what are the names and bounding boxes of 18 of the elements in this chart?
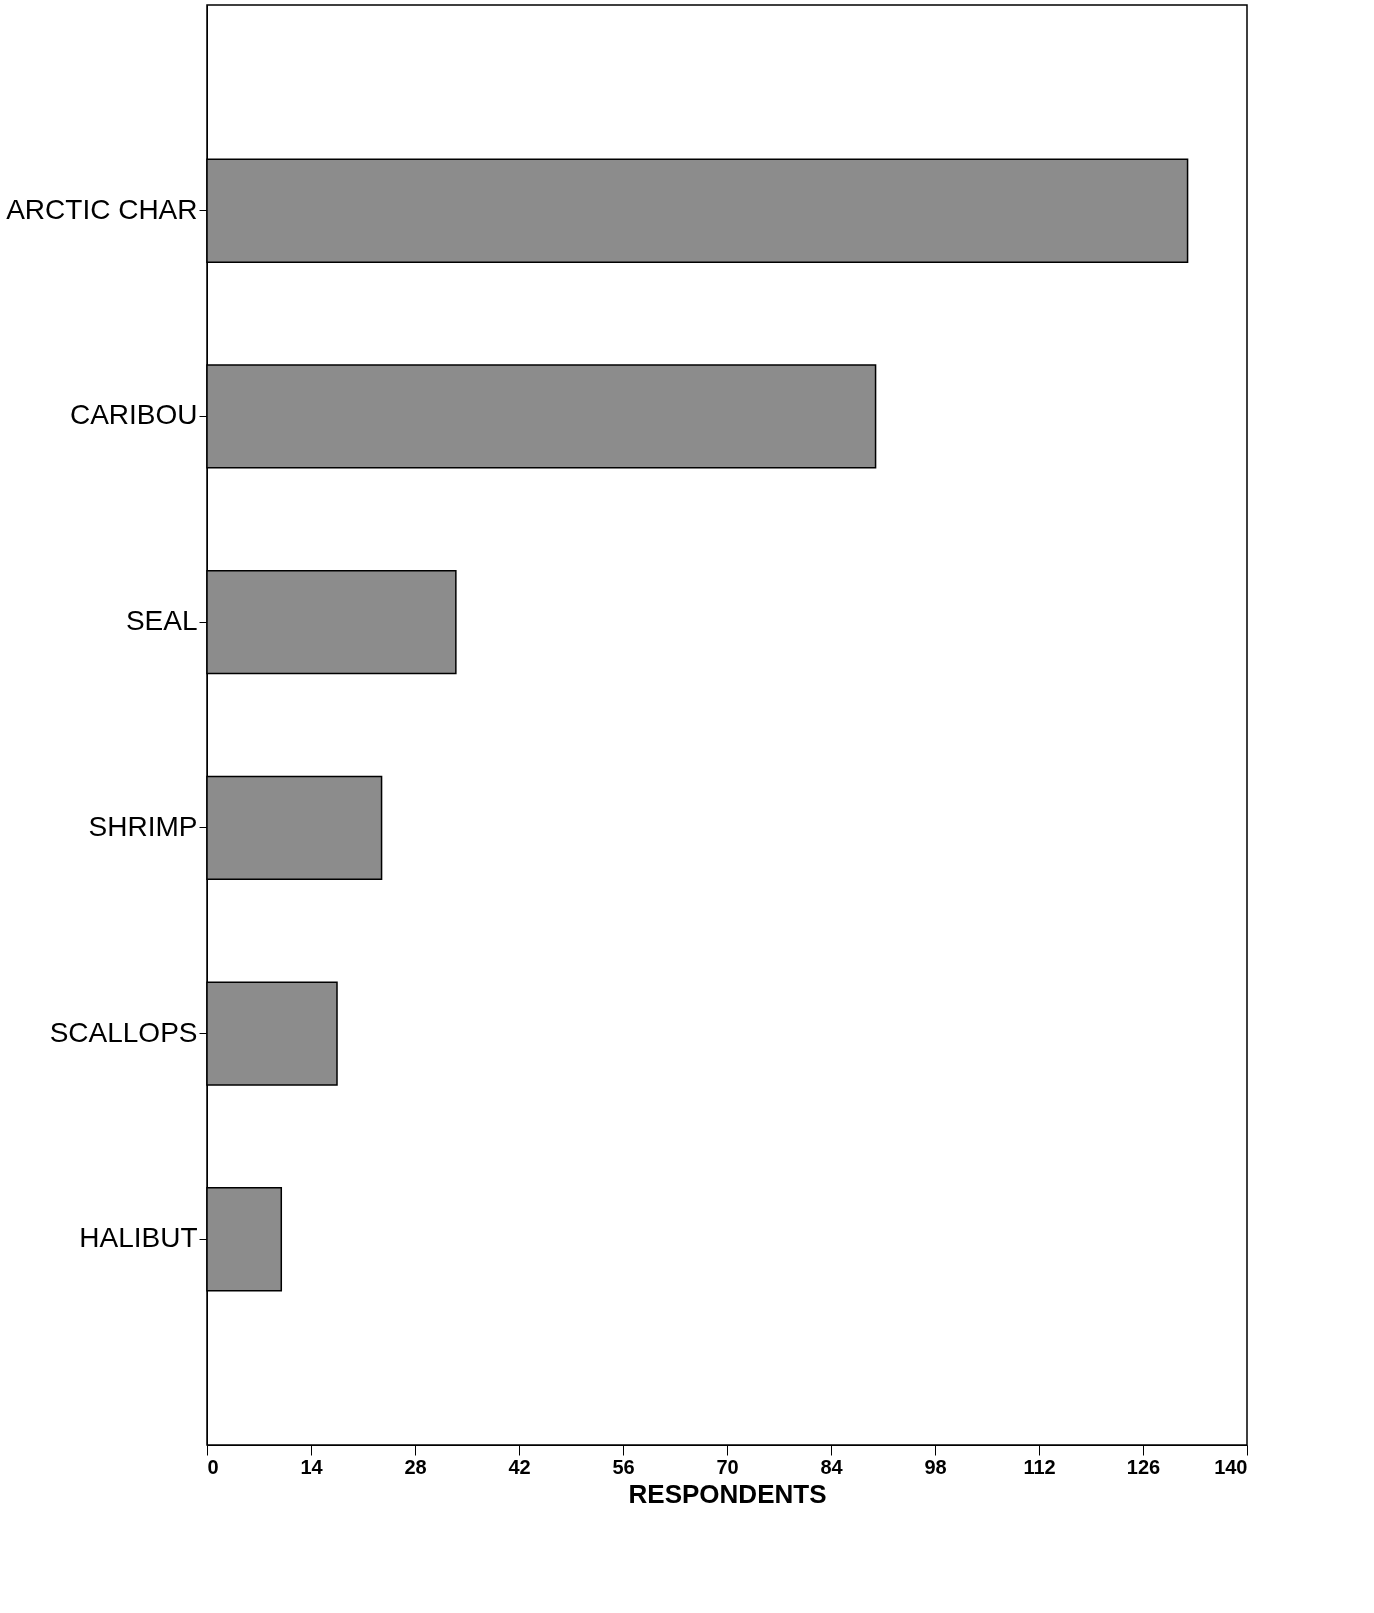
x-axis-title: RESPONDENTS xyxy=(628,1478,827,1509)
y-tick-label: ARCTIC CHAR xyxy=(6,193,198,225)
x-tick-label: 84 xyxy=(820,1455,844,1478)
y-tick-label: HALIBUT xyxy=(79,1222,198,1254)
x-tick-label: 140 xyxy=(1214,1455,1248,1478)
x-tick-label: 70 xyxy=(716,1455,739,1478)
x-tick-label: 42 xyxy=(508,1455,531,1478)
y-tick-label: SEAL xyxy=(125,605,198,637)
x-tick-label: 126 xyxy=(1126,1455,1161,1478)
x-tick-label: 112 xyxy=(1023,1455,1056,1478)
x-tick-label: 56 xyxy=(612,1455,635,1478)
x-tick-label: 14 xyxy=(300,1455,324,1478)
x-tick-label: 98 xyxy=(924,1455,947,1478)
y-tick-label: SCALLOPS xyxy=(49,1016,198,1048)
y-tick-label: SHRIMP xyxy=(88,810,198,842)
x-tick-label: 0 xyxy=(207,1455,219,1478)
y-tick-label: CARIBOU xyxy=(69,399,198,431)
x-tick-label: 28 xyxy=(404,1455,427,1478)
